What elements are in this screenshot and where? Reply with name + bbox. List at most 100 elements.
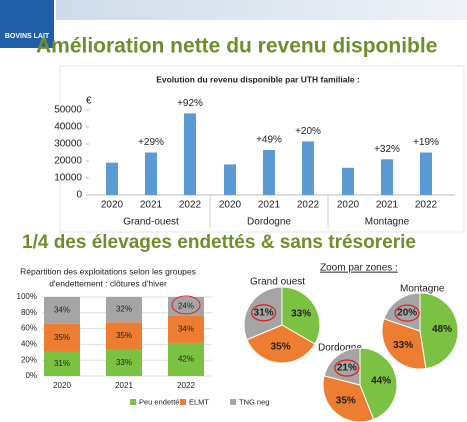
data-label: 33% [116,358,132,367]
x-tick-label: 2021 [140,200,163,211]
zoom-label: Zoom par zones : [320,263,398,274]
y-tick-label: 0 [76,190,82,201]
y-tick-label: 20000 [54,156,82,167]
legend-swatch [230,399,236,405]
bar [302,141,314,195]
pie-title: Grand ouest [250,277,305,288]
bar-segment [44,351,80,376]
x-tick-label: 2020 [101,200,124,211]
chart-title: Evolution du revenu disponible par UTH f… [156,74,360,84]
legend-label: TNG neg [239,397,269,406]
pie-title: Dordogne [318,343,362,354]
y-tick-label: 50000 [54,105,82,116]
y-tick-label: 20% [21,355,37,364]
y-tick-label: 10000 [54,173,82,184]
data-label: 44% [371,376,391,387]
group-label: Dordogne [247,217,291,228]
y-axis-label: € [86,96,92,107]
data-label: 33% [291,309,311,320]
group-label: Montagne [365,217,410,228]
pie-slice [243,286,283,341]
x-tick-label: 2022 [415,200,438,211]
highlight [394,304,420,322]
data-label: 35% [54,333,70,342]
bar [145,152,157,195]
bar [381,159,393,195]
y-tick-label: 40000 [54,122,82,133]
bar [420,152,432,195]
y-tick-label: 60% [21,324,37,333]
x-tick-label: 2020 [53,381,71,390]
data-label: 42% [178,355,194,364]
bar [263,149,275,195]
pie-slice [381,318,427,370]
data-label: 48% [432,324,452,335]
data-label: 35% [336,396,356,407]
legend-label: Peu endettés [139,397,183,406]
data-label: 32% [116,305,132,314]
x-tick-label: 2022 [297,200,320,211]
annotation: +20% [295,126,321,137]
x-tick-label: 2021 [376,200,399,211]
data-label: 35% [116,331,132,340]
bar-segment [44,323,80,352]
x-tick-label: 2022 [179,200,202,211]
section-title: 1/4 des élevages endettés & sans trésore… [22,232,416,253]
data-label: 21% [337,363,357,374]
data-label: 34% [54,306,70,315]
bar-segment [168,315,204,343]
annotation: +49% [256,135,282,146]
bar [106,162,118,195]
bar [224,164,236,195]
bar-segment [106,297,142,323]
bar [342,167,354,195]
highlight [251,304,277,322]
y-tick-label: 100% [17,292,37,301]
data-label: 34% [178,324,194,333]
data-label: 35% [271,342,291,353]
data-label: 24% [178,302,194,311]
annotation: +29% [138,137,164,148]
chart-title: Répartition des exploitations selon les … [20,266,196,276]
legend-swatch [180,399,186,405]
x-tick-label: 2022 [177,381,195,390]
legend-swatch [130,399,136,405]
annotation: +19% [413,137,439,148]
x-tick-label: 2021 [115,381,133,390]
pie-title: Montagne [400,284,445,295]
pie-slice [322,375,375,422]
group-label: Grand-ouest [123,217,179,228]
chart-frame [59,65,465,233]
chart-title: d'endettement : clôtures d'hiver [49,278,167,288]
data-label: 33% [393,340,413,351]
y-tick-label: 40% [21,340,37,349]
bar-segment [106,322,142,350]
bar-segment [106,349,142,376]
x-tick-label: 2021 [258,200,281,211]
data-label: 31% [54,359,70,368]
data-label: 31% [254,307,274,318]
pie-slice [383,292,421,332]
pie-slice [359,347,398,421]
pie-slice [281,286,321,345]
logo-text: BOVINS LAIT [5,33,50,40]
slide-title: Amélioration nette du revenu disponible [36,35,437,58]
x-tick-label: 2020 [219,200,242,211]
bar [184,113,196,195]
annotation: +32% [374,144,400,155]
logo [0,0,54,48]
y-tick-label: 30000 [54,139,82,150]
bar-segment [44,297,80,324]
highlight [171,295,201,315]
y-tick-label: 80% [21,308,37,317]
x-tick-label: 2020 [337,200,360,211]
annotation: +92% [177,98,203,109]
highlight [334,359,360,377]
data-label: 20% [397,308,417,319]
header-band [56,0,467,20]
bar-segment [168,342,204,376]
legend-label: ELMT [189,397,209,406]
pie-slice [246,324,316,364]
y-tick-label: 0% [25,371,37,380]
